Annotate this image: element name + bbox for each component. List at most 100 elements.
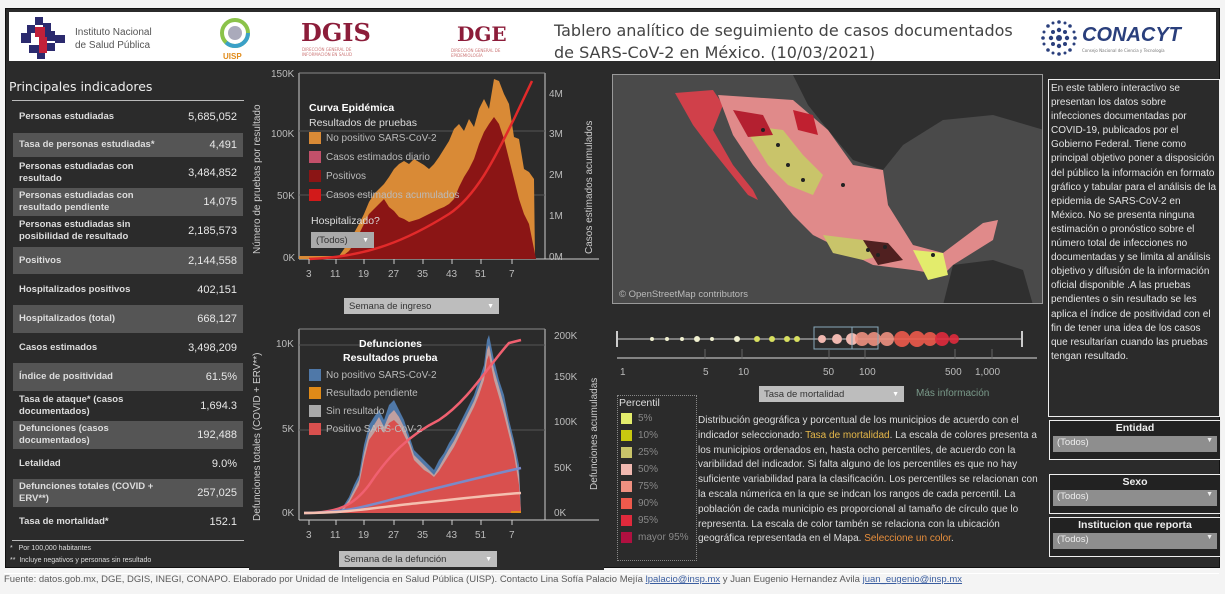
x-tick: 43 bbox=[446, 530, 458, 541]
epidemic-curve-plot bbox=[298, 72, 599, 264]
indicator-label: Tasa de ataque* (casos documentados) bbox=[19, 394, 124, 417]
indicator-value: 61.5% bbox=[205, 371, 237, 383]
indicator-value: 402,151 bbox=[197, 284, 237, 296]
institucion-dropdown[interactable]: (Todos) ▼ bbox=[1053, 533, 1217, 549]
indicator-label: Personas estudiadas sin posibilidad de r… bbox=[19, 219, 131, 242]
x-tick: 27 bbox=[388, 269, 400, 280]
semana-ingreso-dropdown[interactable]: Semana de ingreso ▼ bbox=[344, 298, 499, 314]
percentile-item[interactable]: 75% bbox=[621, 481, 658, 492]
distribution-description: Distribución geográfica y porcentual de … bbox=[698, 415, 1038, 545]
swatch bbox=[309, 387, 321, 399]
percentile-item[interactable]: 95% bbox=[621, 515, 658, 526]
percentile-item[interactable]: 90% bbox=[621, 498, 658, 509]
indicator-row[interactable]: Casos estimados 3,498,209 bbox=[13, 335, 243, 361]
chart-title: Defunciones bbox=[359, 338, 423, 350]
legend-item[interactable]: Casos estimados acumulados bbox=[309, 189, 459, 201]
indicator-value: 2,185,573 bbox=[188, 225, 237, 237]
chevron-down-icon: ▼ bbox=[1206, 534, 1213, 541]
insp-name: Instituto Nacional de Salud Pública bbox=[75, 26, 152, 52]
indicator-row[interactable]: Tasa de ataque* (casos documentados) 1,69… bbox=[13, 392, 243, 420]
y-tick-right: 150K bbox=[554, 372, 578, 383]
x-tick: 5 bbox=[703, 367, 709, 378]
chevron-down-icon: ▼ bbox=[1206, 437, 1213, 444]
indicator-row[interactable]: Tasa de personas estudiadas* 4,491 bbox=[13, 133, 243, 157]
boxplot-chart[interactable]: 1 5 10 50 100 500 1,000 bbox=[612, 309, 1043, 387]
indicator-label: Casos estimados bbox=[19, 342, 98, 353]
indicator-label: Positivos bbox=[19, 254, 62, 266]
indicator-row[interactable]: Positivos 2,144,558 bbox=[13, 247, 243, 274]
indicator-row[interactable]: Hospitalizados (total) 668,127 bbox=[13, 305, 243, 333]
x-tick: 19 bbox=[358, 530, 370, 541]
email-link-lpalacio[interactable]: lpalacio@insp.mx bbox=[645, 574, 721, 585]
legend-item[interactable]: Casos estimados diario bbox=[309, 151, 430, 163]
entidad-dropdown[interactable]: (Todos) ▼ bbox=[1053, 436, 1217, 452]
indicator-row[interactable]: Letalidad 9.0% bbox=[13, 451, 243, 477]
selected-indicator: Tasa de mortalidad bbox=[805, 429, 890, 441]
percentile-item[interactable]: 10% bbox=[621, 430, 658, 441]
dgis-logo: DGIS bbox=[301, 18, 371, 47]
filter-title: Entidad bbox=[1115, 422, 1155, 434]
indicator-label: Letalidad bbox=[19, 458, 61, 469]
y-tick: 0K bbox=[282, 508, 295, 519]
chevron-down-icon: ▼ bbox=[892, 390, 899, 398]
y-tick: 100K bbox=[271, 129, 295, 140]
filter-title: Sexo bbox=[1122, 476, 1148, 488]
x-tick: 27 bbox=[388, 530, 400, 541]
swatch bbox=[309, 423, 321, 435]
x-tick: 35 bbox=[417, 269, 429, 280]
indicator-row[interactable]: Personas estudiadas 5,685,052 bbox=[13, 104, 243, 130]
percentile-item[interactable]: 25% bbox=[621, 447, 658, 458]
x-tick: 51 bbox=[475, 530, 487, 541]
hospitalizado-filter-label: Hospitalizado? bbox=[311, 215, 380, 227]
indicator-row[interactable]: Defunciones totales (COVID + ERV**) 257,0… bbox=[13, 479, 243, 507]
legend-title: Resultados de pruebas bbox=[309, 117, 417, 129]
indicator-row[interactable]: Hospitalizados positivos 402,151 bbox=[13, 277, 243, 303]
filter-title: Institucion que reporta bbox=[1078, 519, 1192, 531]
semana-defuncion-dropdown[interactable]: Semana de la defunción ▼ bbox=[339, 551, 497, 567]
percentile-item[interactable]: 50% bbox=[621, 464, 658, 475]
dgis-subtitle: DIRECCIÓN GENERAL DE INFORMACIÓN EN SALU… bbox=[302, 47, 353, 57]
x-tick: 50 bbox=[823, 367, 835, 378]
sexo-dropdown[interactable]: (Todos) ▼ bbox=[1053, 490, 1217, 506]
email-link-juan-eugenio[interactable]: juan_eugenio@insp.mx bbox=[862, 574, 963, 585]
filter-institucion: Institucion que reporta (Todos) ▼ bbox=[1049, 517, 1221, 557]
indicator-label: Personas estudiadas con resultado pendie… bbox=[19, 190, 134, 213]
indicator-row[interactable]: Personas estudiadas con resultado 3,484,8… bbox=[13, 159, 243, 187]
more-info-link[interactable]: Más información bbox=[916, 388, 990, 399]
indicator-value: 3,484,852 bbox=[188, 167, 237, 179]
epidemic-curve-chart: Número de pruebas por resultado Casos es… bbox=[249, 69, 604, 314]
indicator-selector-dropdown[interactable]: Tasa de mortalidad ▼ bbox=[759, 386, 904, 402]
x-tick: 7 bbox=[509, 530, 515, 541]
map-attribution[interactable]: © OpenStreetMap contributors bbox=[619, 289, 748, 300]
y-tick-right: 3M bbox=[549, 129, 563, 140]
footnote-2: ** Incluye negativos y personas sin resu… bbox=[10, 557, 152, 564]
indicator-value: 192,488 bbox=[197, 429, 237, 441]
x-tick: 10 bbox=[738, 367, 750, 378]
legend-item[interactable]: Positivo SARS-CoV-2 bbox=[309, 423, 422, 435]
x-tick: 3 bbox=[306, 269, 312, 280]
x-tick: 35 bbox=[417, 530, 429, 541]
mexico-map[interactable]: © OpenStreetMap contributors bbox=[612, 74, 1043, 304]
legend-title: Resultados prueba bbox=[343, 352, 438, 364]
percentile-item[interactable]: 5% bbox=[621, 413, 652, 424]
select-color-link[interactable]: Seleccione un color bbox=[864, 533, 951, 545]
legend-item[interactable]: No positivo SARS-CoV-2 bbox=[309, 132, 437, 144]
y-tick-right: 0K bbox=[554, 508, 567, 519]
indicator-row[interactable]: Personas estudiadas sin posibilidad de r… bbox=[13, 217, 243, 245]
indicator-row[interactable]: Tasa de mortalidad* 152.1 bbox=[13, 509, 243, 535]
indicator-label: Índice de positividad bbox=[19, 371, 113, 382]
legend-item[interactable]: Positivos bbox=[309, 170, 366, 182]
indicator-value: 3,498,209 bbox=[188, 342, 237, 354]
indicator-row[interactable]: Personas estudiadas con resultado pendie… bbox=[13, 188, 243, 216]
indicator-label: Hospitalizados (total) bbox=[19, 313, 116, 324]
indicator-row[interactable]: Defunciones (casos documentados) 192,488 bbox=[13, 421, 243, 449]
hospitalizado-dropdown[interactable]: (Todos) ▼ bbox=[311, 232, 374, 248]
percentile-item[interactable]: mayor 95% bbox=[621, 532, 689, 543]
indicator-label: Personas estudiadas con resultado bbox=[19, 161, 134, 184]
indicator-row[interactable]: Índice de positividad 61.5% bbox=[13, 363, 243, 391]
legend-item[interactable]: Resultado pendiente bbox=[309, 387, 418, 399]
legend-item[interactable]: No positivo SARS-CoV-2 bbox=[309, 369, 437, 381]
legend-item[interactable]: Sin resultado bbox=[309, 405, 384, 417]
swatch bbox=[309, 405, 321, 417]
indicator-value: 14,075 bbox=[203, 196, 237, 208]
